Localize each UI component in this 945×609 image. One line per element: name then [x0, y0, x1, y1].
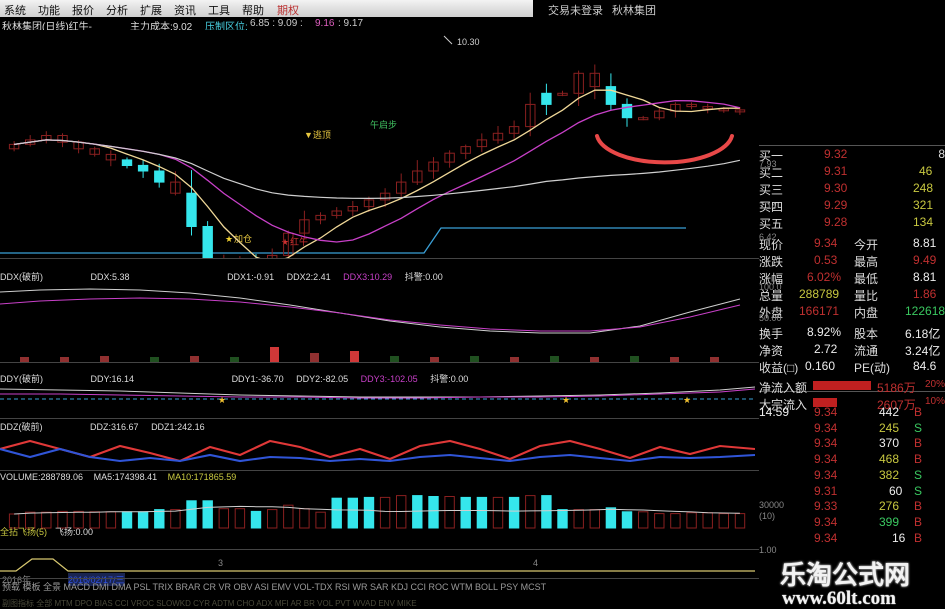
svg-text:▼逃顶: ▼逃顶	[304, 129, 331, 140]
svg-text:★: ★	[683, 395, 691, 405]
svg-text:★: ★	[218, 395, 226, 405]
svg-text:★: ★	[562, 395, 570, 405]
svg-text:午启步: 午启步	[370, 119, 397, 130]
svg-text:10.30: 10.30	[457, 37, 480, 47]
